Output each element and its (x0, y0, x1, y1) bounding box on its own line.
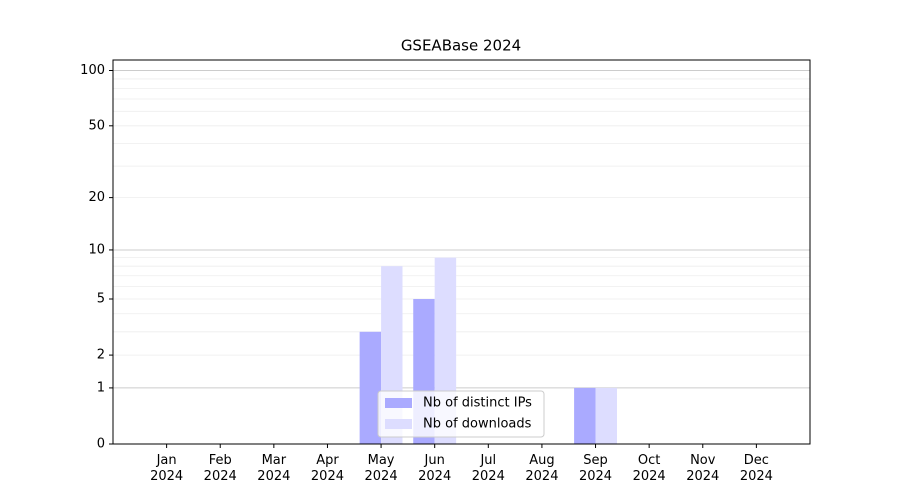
plot-frame (112, 59, 811, 445)
y-tick-label: 5 (97, 291, 105, 306)
legend: Nb of distinct IPs Nb of downloads (377, 390, 545, 438)
chart-title: GSEABase 2024 (401, 37, 521, 55)
legend-label: Nb of distinct IPs (423, 396, 532, 411)
x-tick-label: Nov 2024 (686, 453, 720, 484)
y-tick-label: 10 (88, 242, 105, 257)
legend-swatch (385, 398, 412, 408)
y-tick-label: 20 (88, 190, 105, 205)
bar (595, 387, 617, 444)
y-tick-label: 50 (88, 118, 105, 133)
y-tick-label: 1 (97, 380, 105, 395)
legend-label: Nb of downloads (423, 417, 532, 432)
x-tick-label: Jul 2024 (471, 453, 505, 484)
x-tick-label: Jan 2024 (150, 453, 184, 484)
x-tick-label: Oct 2024 (632, 453, 666, 484)
y-tick-label: 2 (97, 348, 105, 363)
x-tick-label: Feb 2024 (203, 453, 237, 484)
x-tick-label: Dec 2024 (739, 453, 773, 484)
x-tick-label: Aug 2024 (525, 453, 559, 484)
legend-swatch (385, 419, 412, 429)
legend-box (377, 390, 545, 438)
bar (574, 387, 596, 444)
y-tick-label: 0 (97, 437, 105, 452)
bar (359, 331, 382, 444)
x-tick-label: Sep 2024 (578, 453, 613, 484)
x-tick-label: Mar 2024 (257, 453, 291, 484)
x-tick-label: Apr 2024 (310, 453, 344, 484)
y-tick-label: 100 (80, 63, 105, 78)
x-tick-label: May 2024 (364, 453, 398, 484)
x-tick-label: Jun 2024 (418, 453, 452, 484)
